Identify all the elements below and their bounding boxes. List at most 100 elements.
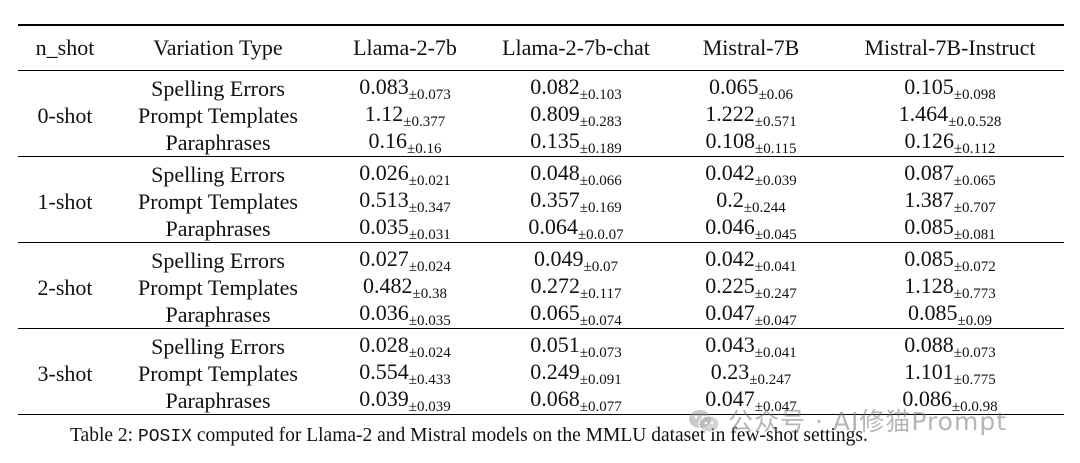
variation-type-cell: Paraphrases [112, 301, 324, 329]
std-value: ±0.377 [403, 114, 446, 130]
mean-value: 1.101 [904, 359, 954, 384]
score-cell: 0.064±0.0.07 [486, 215, 666, 243]
std-value: ±0.283 [579, 114, 622, 130]
wechat-icon [688, 408, 720, 434]
mean-value: 0.16 [368, 128, 408, 153]
mean-value: 0.088 [904, 332, 954, 357]
mean-value: 0.039 [359, 386, 409, 411]
mean-value: 0.085 [904, 214, 954, 239]
std-value: ±0.707 [953, 200, 996, 216]
std-value: ±0.077 [579, 399, 622, 415]
std-value: ±0.06 [758, 87, 793, 103]
variation-type-cell: Prompt Templates [138, 188, 298, 214]
score-cell: 0.135±0.189 [486, 129, 666, 157]
score-cell: 0.809±0.283 [486, 101, 666, 131]
score-cell: 0.085±0.09 [836, 301, 1064, 329]
score-cell: 0.554±0.433 [324, 359, 486, 389]
header-mistral-7b: Mistral-7B [666, 24, 836, 71]
score-cell: 0.108±0.115 [666, 129, 836, 157]
n-shot-cell: 1-shot [18, 156, 112, 243]
mean-value: 0.105 [904, 74, 954, 99]
mean-value: 0.482 [363, 273, 413, 298]
score-cell: 0.086±0.0.98 [836, 387, 1064, 415]
mean-value: 0.048 [530, 160, 580, 185]
mean-value: 0.065 [709, 74, 759, 99]
score-cell: 0.272±0.117 [486, 274, 666, 303]
score-cell: 1.101±0.775 [836, 359, 1064, 389]
std-value: ±0.0.98 [951, 399, 998, 415]
std-value: ±0.041 [754, 345, 797, 361]
mean-value: 0.513 [359, 187, 409, 212]
score-cell: 0.249±0.091 [486, 360, 666, 389]
table-row: Prompt Templates 0.482±0.38 0.272±0.117 0.2… [18, 273, 1064, 303]
mean-value: 0.035 [359, 214, 409, 239]
score-cell: 0.047±0.047 [666, 301, 836, 329]
score-cell: 0.23±0.247 [666, 359, 836, 389]
mean-value: 0.047 [705, 300, 755, 325]
std-value: ±0.066 [579, 173, 622, 189]
std-value: ±0.571 [754, 114, 797, 130]
table-row: Paraphrases 0.16±0.16 0.135±0.189 0.108±0.1… [18, 129, 1064, 157]
caption-label: Table 2: [70, 425, 134, 446]
mean-value: 0.809 [530, 101, 580, 126]
watermark-text: 公众号 · AI修猫Prompt [728, 407, 1008, 436]
header-llama-2-7b-chat: Llama-2-7b-chat [486, 24, 666, 71]
score-cell: 0.026±0.021 [324, 157, 486, 190]
caption-method: POSIX [137, 427, 192, 447]
n-shot-cell: 3-shot [18, 328, 112, 415]
std-value: ±0.045 [754, 227, 797, 243]
score-cell: 0.513±0.347 [324, 187, 486, 217]
score-cell: 1.222±0.571 [666, 102, 836, 131]
mean-value: 1.464 [898, 101, 949, 126]
n-shot-cell: 2-shot [18, 242, 112, 329]
mean-value: 0.064 [528, 214, 578, 239]
score-cell: 0.482±0.38 [324, 273, 486, 303]
score-cell: 0.042±0.039 [666, 157, 836, 190]
std-value: ±0.189 [579, 141, 622, 157]
mean-value: 0.087 [904, 160, 954, 185]
mean-value: 0.554 [359, 359, 409, 384]
std-value: ±0.0.528 [948, 114, 1002, 130]
std-value: ±0.031 [408, 227, 451, 243]
std-value: ±0.024 [408, 259, 451, 275]
std-value: ±0.039 [408, 399, 451, 415]
mean-value: 0.068 [530, 386, 580, 411]
mean-value: 1.387 [904, 187, 954, 212]
table-caption: Table 2: POSIX computed for Llama-2 and … [70, 425, 868, 447]
std-value: ±0.0.07 [577, 227, 624, 243]
mean-value: 0.23 [710, 359, 750, 384]
score-cell: 0.083±0.073 [324, 71, 486, 104]
n-shot-cell: 0-shot [18, 70, 112, 157]
score-cell: 0.049±0.07 [486, 243, 666, 276]
table-row: Prompt Templates 0.513±0.347 0.357±0.169 0.… [18, 187, 1064, 217]
variation-type-cell: Prompt Templates [138, 360, 298, 386]
mean-value: 0.027 [359, 246, 409, 271]
mean-value: 0.083 [359, 74, 409, 99]
score-cell: 0.042±0.041 [666, 243, 836, 276]
header-llama-2-7b: Llama-2-7b [324, 24, 486, 71]
mean-value: 0.2 [716, 187, 744, 212]
variation-type-cell: Prompt Templates [138, 274, 298, 300]
score-cell: 0.046±0.045 [666, 215, 836, 243]
std-value: ±0.098 [953, 87, 996, 103]
mean-value: 0.046 [705, 214, 755, 239]
results-table: n_shot Variation Type Llama-2-7b Llama-2… [18, 24, 1064, 415]
std-value: ±0.244 [743, 200, 786, 216]
score-cell: 0.035±0.031 [324, 215, 486, 243]
std-value: ±0.247 [749, 372, 792, 388]
score-cell: 0.043±0.041 [666, 329, 836, 362]
mean-value: 0.028 [359, 332, 409, 357]
score-cell: 0.126±0.112 [836, 129, 1064, 157]
mean-value: 1.128 [904, 273, 954, 298]
std-value: ±0.073 [579, 345, 622, 361]
variation-type-cell: Prompt Templates [138, 102, 298, 128]
header-mistral-7b-instruct: Mistral-7B-Instruct [836, 24, 1064, 71]
score-cell: 0.028±0.024 [324, 329, 486, 362]
std-value: ±0.169 [579, 200, 622, 216]
table-body: 0-shot Spelling Errors 0.083±0.073 0.082±0.… [18, 70, 1064, 415]
score-cell: 0.16±0.16 [324, 129, 486, 157]
score-cell: 1.387±0.707 [836, 187, 1064, 217]
mean-value: 0.042 [705, 160, 755, 185]
mean-value: 0.065 [530, 300, 580, 325]
table-row: 2-shot Spelling Errors 0.027±0.024 0.049±0.… [18, 242, 1064, 329]
